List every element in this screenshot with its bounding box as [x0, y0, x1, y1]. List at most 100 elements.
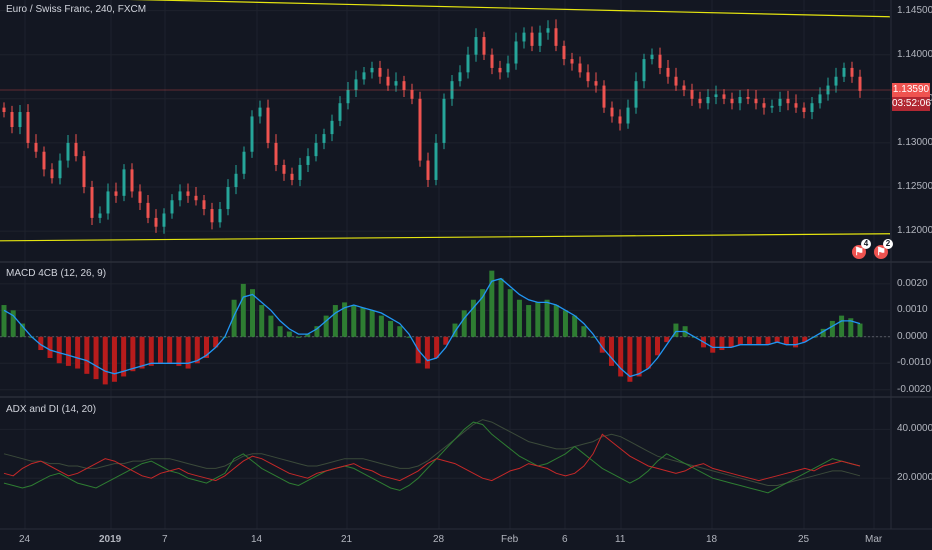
macd-hist-bar: [535, 302, 541, 337]
candle-body: [770, 105, 774, 108]
macd-hist-bar: [314, 326, 320, 337]
macd-hist-bar: [728, 336, 734, 348]
adx-title[interactable]: ADX and DI (14, 20): [6, 404, 97, 415]
macd-hist-bar: [747, 336, 753, 345]
candle-body: [42, 151, 46, 170]
candle-body: [794, 103, 798, 108]
macd-hist-bar: [332, 305, 338, 337]
candle-body: [106, 191, 110, 214]
candle-body: [242, 151, 246, 174]
candle-body: [698, 98, 702, 104]
candle-body: [314, 142, 318, 157]
candle-body: [274, 142, 278, 165]
candle-body: [378, 67, 382, 77]
macd-hist-bar: [167, 336, 173, 364]
macd-hist-bar: [360, 307, 366, 337]
candle-body: [2, 107, 6, 113]
x-tick-label: Mar: [865, 534, 883, 545]
di-minus-line: [3, 433, 861, 482]
candle-body: [842, 67, 846, 77]
di-plus-line: [3, 421, 861, 494]
candle-body: [618, 116, 622, 124]
candle-body: [474, 37, 478, 55]
macd-hist-bar: [645, 336, 651, 369]
trend-channel: [0, 0, 891, 242]
macd-hist-bar: [286, 331, 292, 337]
candle-body: [322, 134, 326, 143]
x-tick-label: 25: [798, 534, 810, 545]
candle-body: [658, 54, 662, 68]
candle-body: [386, 76, 390, 86]
candle-body: [178, 191, 182, 201]
macd-hist-bar: [719, 336, 725, 351]
candle-body: [90, 187, 94, 218]
candle-body: [306, 156, 310, 165]
macd-hist-bar: [369, 310, 375, 337]
macd-hist-bar: [185, 336, 191, 369]
macd-hist-bar: [839, 315, 845, 337]
macd-hist-bar: [636, 336, 642, 377]
macd-tick-label: -0.0010: [897, 357, 931, 369]
macd-hist-bar: [544, 299, 550, 337]
trendline-lower[interactable]: [0, 233, 891, 242]
macd-hist-bar: [176, 336, 182, 366]
candle-body: [370, 67, 374, 73]
macd-hist-bar: [461, 310, 467, 337]
macd-hist-bar: [203, 336, 209, 358]
trendline-upper[interactable]: [0, 0, 891, 18]
macd-hist-bar: [56, 336, 62, 364]
candle-body: [194, 195, 198, 201]
macd-hist-bar: [148, 336, 154, 366]
candle-body: [426, 160, 430, 180]
candle-body: [706, 97, 710, 104]
macd-title[interactable]: MACD 4CB (12, 26, 9): [6, 268, 107, 279]
candle-body: [834, 76, 838, 86]
candle-body: [562, 45, 566, 60]
candle-body: [522, 32, 526, 42]
candle-body: [170, 200, 174, 214]
candle-body: [50, 169, 54, 179]
macd-tick-label: 0.0010: [897, 304, 928, 316]
candle-body: [538, 32, 542, 46]
macd-hist-bar: [397, 326, 403, 337]
price-tick-label: 1.13000: [897, 136, 932, 148]
macd-hist-bar: [526, 305, 532, 337]
candle-body: [682, 85, 686, 90]
candle-body: [210, 209, 214, 223]
macd-hist-bar: [434, 336, 440, 358]
candle-body: [554, 28, 558, 46]
macd-hist-bar: [323, 315, 329, 337]
macd-hist-bar: [75, 336, 81, 369]
candle-body: [162, 213, 166, 227]
macd-hist-bar: [84, 336, 90, 374]
candle-body: [818, 94, 822, 104]
candle-body: [298, 164, 302, 180]
event-flag-1[interactable]: ⚑ 4: [852, 239, 871, 259]
macd-hist-bar: [599, 336, 605, 353]
candle-body: [410, 89, 414, 99]
macd-hist-bar: [424, 336, 430, 369]
macd-hist-bar: [388, 320, 394, 337]
candle-body: [858, 76, 862, 91]
candle-body: [330, 120, 334, 135]
macd-hist-bar: [47, 336, 53, 358]
candle-body: [418, 98, 422, 161]
candle-body: [266, 107, 270, 143]
candle-body: [202, 200, 206, 210]
candle-body: [514, 41, 518, 64]
candle-body: [74, 142, 78, 157]
macd-hist-bar: [793, 336, 799, 348]
event-flag-2[interactable]: ⚑ 2: [874, 239, 893, 259]
symbol-title[interactable]: Euro / Swiss Franc, 240, FXCM: [6, 4, 147, 15]
candle-body: [754, 98, 758, 104]
candle-body: [290, 173, 294, 180]
macd-hist-bar: [443, 336, 449, 345]
x-tick-label: 21: [341, 534, 353, 545]
macd-hist-bar: [157, 336, 163, 364]
candle-body: [594, 81, 598, 86]
macd-hist-bar: [572, 315, 578, 337]
x-tick-label: 11: [615, 534, 626, 545]
adx-pane: [3, 419, 861, 494]
bar-countdown: 03:52:06: [892, 97, 931, 111]
